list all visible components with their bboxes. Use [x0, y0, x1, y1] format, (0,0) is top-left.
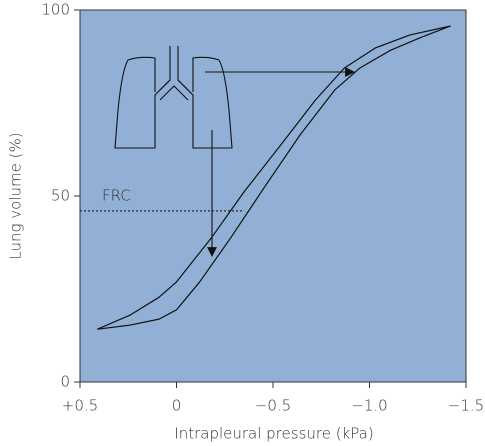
annotation-label: FRC	[102, 186, 131, 204]
lung-icon	[114, 46, 233, 149]
x-tick-label: −1.5	[448, 397, 484, 415]
x-axis-label: Intrapleural pressure (kPa)	[174, 425, 373, 443]
x-tick-label: −1.0	[351, 397, 387, 415]
y-tick-label: 100	[41, 1, 70, 19]
x-tick-label: 0	[172, 397, 182, 415]
y-tick-label: 50	[51, 187, 70, 205]
x-tick-label: −0.5	[255, 397, 291, 415]
y-axis-label: Lung volume (%)	[7, 132, 25, 259]
plot-area	[79, 9, 467, 383]
curve	[97, 25, 451, 330]
curve	[97, 25, 451, 330]
x-tick-label: +0.5	[62, 397, 98, 415]
y-tick-label: 0	[60, 373, 70, 391]
